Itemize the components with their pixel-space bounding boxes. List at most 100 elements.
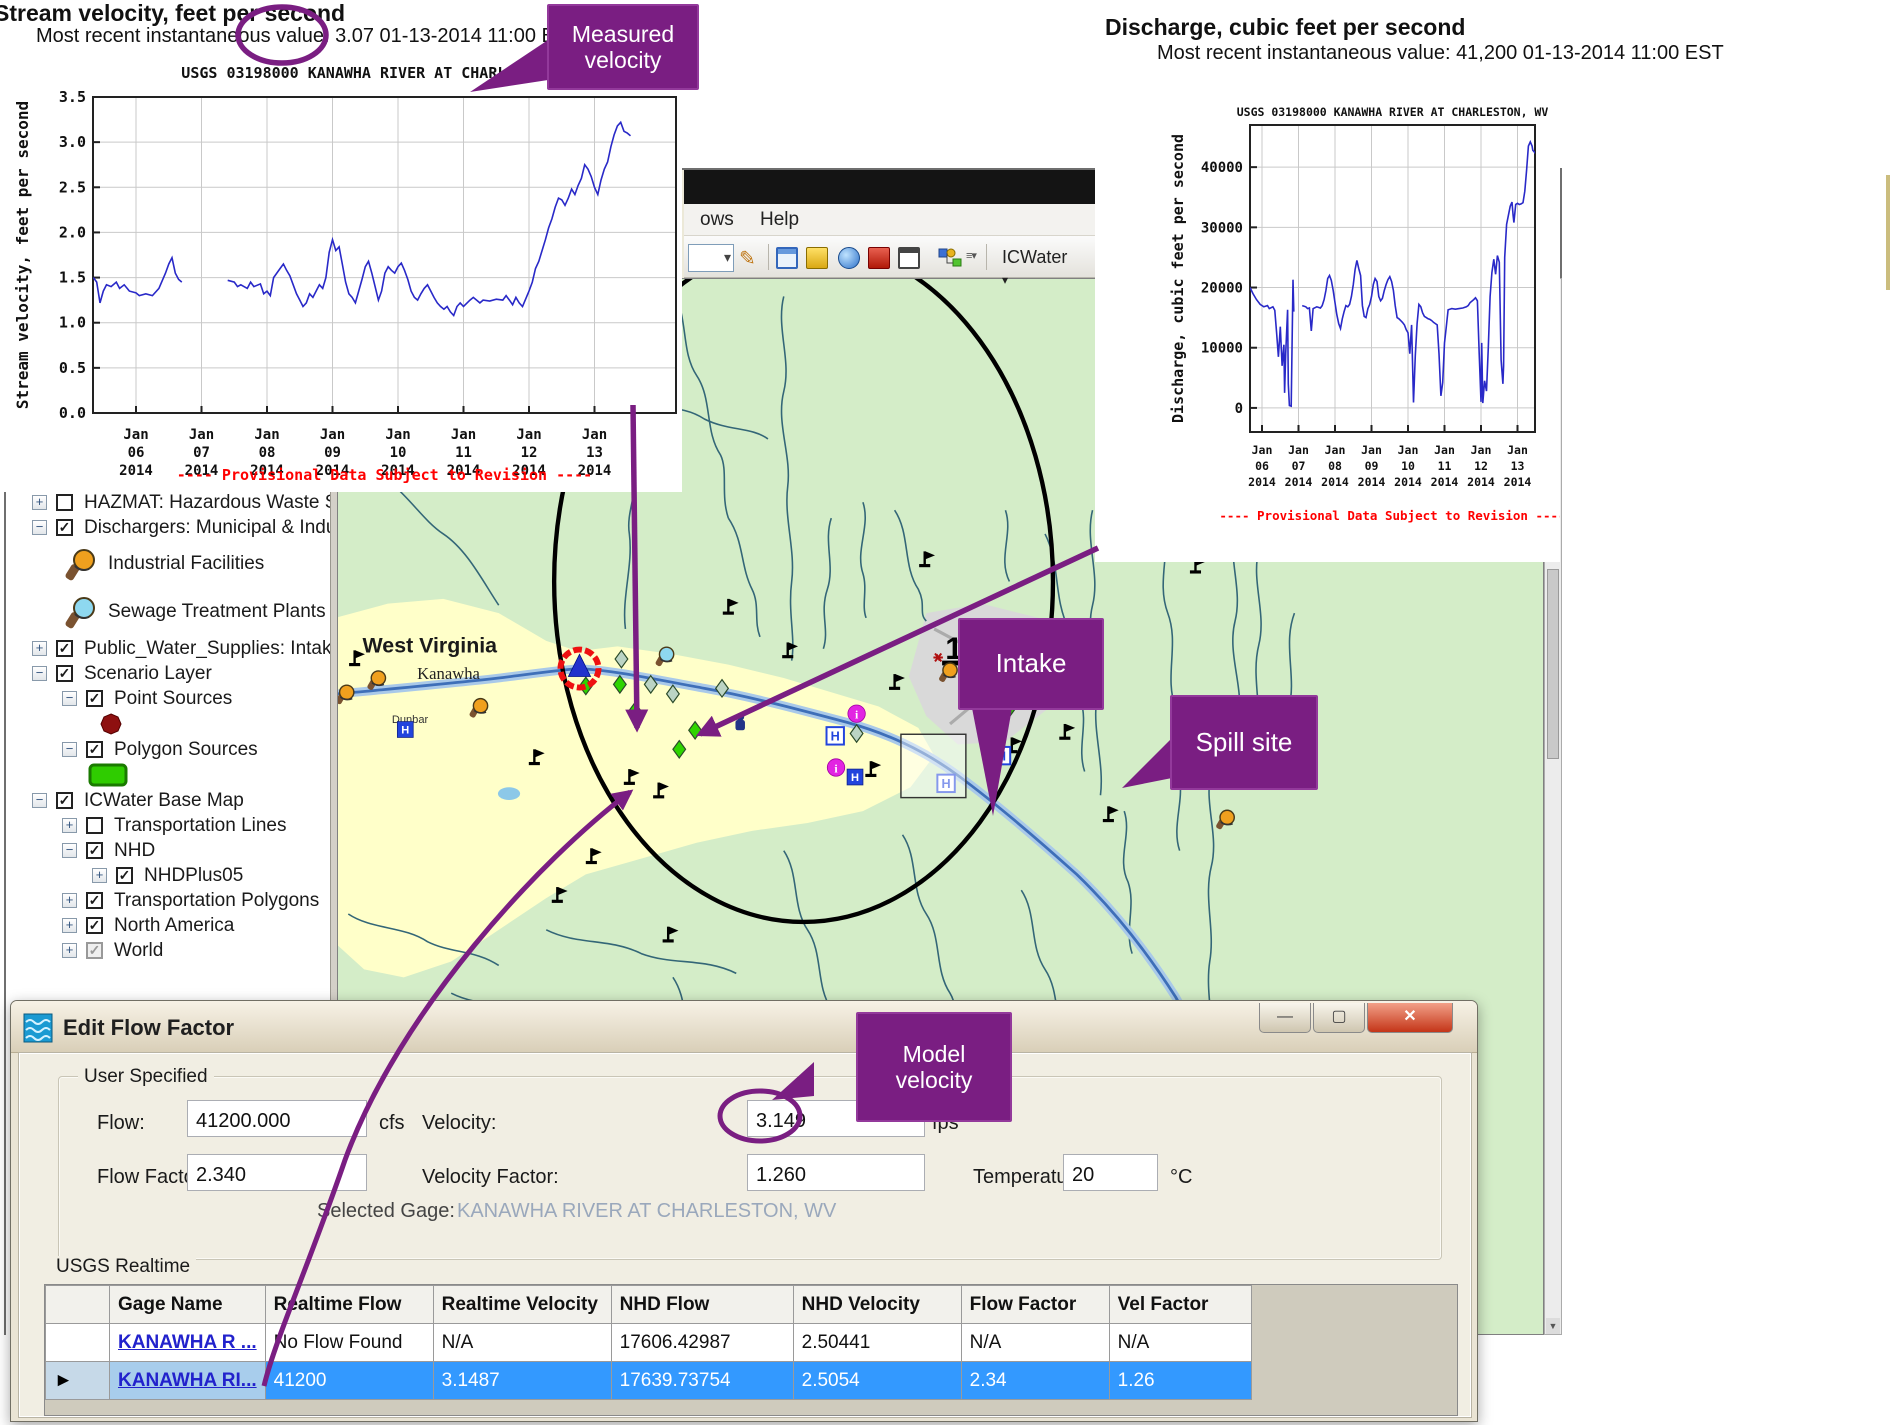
- expand-toggle-icon[interactable]: +: [62, 943, 77, 958]
- layer-item-nhd[interactable]: − ✓ NHD: [6, 838, 330, 863]
- expand-toggle-icon[interactable]: −: [32, 793, 47, 808]
- layer-checkbox[interactable]: ✓: [86, 942, 103, 959]
- map-window-titlebar[interactable]: [684, 170, 1105, 204]
- close-button[interactable]: ✕: [1367, 1003, 1453, 1033]
- layer-item-icwater-base-map[interactable]: − ✓ ICWater Base Map: [6, 788, 330, 813]
- row-selector[interactable]: [45, 1323, 110, 1362]
- col-header-realtime-flow[interactable]: Realtime Flow: [264, 1285, 434, 1324]
- col-header-gage-name[interactable]: Gage Name: [109, 1285, 266, 1324]
- dialog-titlebar[interactable]: Edit Flow Factor — ▢ ✕: [11, 1001, 1477, 1053]
- maximize-button[interactable]: ▢: [1313, 1003, 1365, 1033]
- table-row[interactable]: KANAWHA R ... No Flow Found N/A 17606.42987…: [45, 1323, 1252, 1362]
- toolbar-overflow-button[interactable]: ≡▾: [966, 250, 977, 262]
- icwater-menu-button[interactable]: ICWater ▾: [1002, 247, 1068, 287]
- industrial-facility-icon[interactable]: [1215, 809, 1235, 830]
- command-window-button[interactable]: [896, 245, 922, 271]
- intake-i-icon[interactable]: i: [847, 704, 866, 723]
- intake-i-icon[interactable]: i: [826, 758, 846, 777]
- hospital-icon[interactable]: H: [991, 745, 1012, 766]
- expand-toggle-icon[interactable]: +: [62, 893, 77, 908]
- expand-toggle-icon[interactable]: +: [32, 495, 47, 510]
- discharge-chart: USGS 03198000 KANAWHA RIVER AT CHARLESTO…: [1169, 105, 1560, 523]
- layer-checkbox[interactable]: ✓: [56, 665, 73, 682]
- col-header-nhd-velocity[interactable]: NHD Velocity: [792, 1285, 962, 1324]
- catalog-button[interactable]: [804, 245, 830, 271]
- industrial-facility-icon[interactable]: [469, 697, 489, 719]
- layer-item-world[interactable]: + ✓ World: [6, 938, 330, 963]
- hospital-icon[interactable]: H: [825, 726, 845, 746]
- layer-checkbox[interactable]: [86, 817, 103, 834]
- expand-toggle-icon[interactable]: −: [32, 666, 47, 681]
- layer-item-polygon-source-swatch[interactable]: [6, 762, 330, 788]
- layer-checkbox[interactable]: ✓: [56, 640, 73, 657]
- gage-site-marker[interactable]: [557, 646, 602, 691]
- layer-item-transportation-lines[interactable]: + Transportation Lines: [6, 813, 330, 838]
- sewage-plant-icon[interactable]: [655, 646, 675, 667]
- menu-item-help[interactable]: Help: [760, 209, 800, 230]
- expand-toggle-icon[interactable]: +: [62, 918, 77, 933]
- gage-link[interactable]: KANAWHA R ...: [118, 1331, 257, 1353]
- col-header-flow-factor[interactable]: Flow Factor: [960, 1285, 1110, 1324]
- x-tick-label: 07: [1292, 459, 1306, 473]
- row-selector[interactable]: ►: [45, 1361, 110, 1400]
- modelbuilder-button[interactable]: [937, 245, 963, 271]
- layer-checkbox[interactable]: ✓: [86, 917, 103, 934]
- editor-button[interactable]: [774, 245, 800, 271]
- col-header-vel-factor[interactable]: Vel Factor: [1108, 1285, 1252, 1324]
- expand-toggle-icon[interactable]: −: [62, 691, 77, 706]
- table-row[interactable]: ► KANAWHA RI... 41200 3.1487 17639.73754 2.50…: [45, 1361, 1252, 1400]
- temperature-input[interactable]: [1063, 1154, 1158, 1191]
- layer-item-sewage-treatment-plants[interactable]: Sewage Treatment Plants: [6, 588, 330, 636]
- layer-checkbox[interactable]: ✓: [56, 792, 73, 809]
- layer-checkbox[interactable]: ✓: [86, 741, 103, 758]
- layer-item-point-source-swatch[interactable]: [6, 711, 330, 737]
- gage-link[interactable]: KANAWHA RI...: [118, 1369, 257, 1391]
- layer-item-hazmat-hazardous-waste-sites[interactable]: + HAZMAT: Hazardous Waste Sites: [6, 490, 330, 515]
- layer-checkbox[interactable]: ✓: [86, 690, 103, 707]
- layer-item-nhdplus05[interactable]: + ✓ NHDPlus05: [6, 863, 330, 888]
- x-tick-label: 2014: [512, 463, 546, 479]
- col-header-realtime-velocity[interactable]: Realtime Velocity: [432, 1285, 612, 1324]
- layer-item-north-america[interactable]: + ✓ North America: [6, 913, 330, 938]
- layer-item-dischargers-municipal-indust[interactable]: −✓ Dischargers: Municipal & Industr: [6, 515, 330, 540]
- expand-toggle-icon[interactable]: −: [32, 520, 47, 535]
- col-header-nhd-flow[interactable]: NHD Flow: [610, 1285, 794, 1324]
- velocity-factor-input[interactable]: [747, 1154, 925, 1191]
- usgs-realtime-table[interactable]: Gage Name Realtime Flow Realtime Velocity N…: [45, 1285, 1252, 1400]
- sketch-tool-button[interactable]: ✎: [739, 248, 756, 270]
- flow-input[interactable]: [187, 1100, 367, 1137]
- expand-toggle-icon[interactable]: −: [62, 742, 77, 757]
- layer-item-transportation-polygons[interactable]: + ✓ Transportation Polygons: [6, 888, 330, 913]
- scale-combo[interactable]: ▾: [688, 244, 734, 272]
- expand-toggle-icon[interactable]: +: [62, 818, 77, 833]
- layer-checkbox[interactable]: ✓: [56, 519, 73, 536]
- flow-factor-input[interactable]: [187, 1154, 367, 1191]
- toolbox-button[interactable]: [866, 245, 892, 271]
- layer-item-scenario-layer[interactable]: − ✓ Scenario Layer: [6, 661, 330, 686]
- col-header-selector[interactable]: [45, 1285, 110, 1324]
- minimize-button[interactable]: —: [1259, 1003, 1311, 1033]
- layer-item-public-water-supplies-intake[interactable]: + ✓ Public_Water_Supplies: Intakes: [6, 636, 330, 661]
- industrial-facility-icon[interactable]: [335, 684, 355, 705]
- scrollbar-thumb[interactable]: [1547, 569, 1559, 759]
- expand-toggle-icon[interactable]: −: [62, 843, 77, 858]
- layer-checkbox[interactable]: ✓: [116, 867, 133, 884]
- layer-checkbox[interactable]: ✓: [86, 892, 103, 909]
- hospital-icon[interactable]: H: [396, 721, 414, 738]
- layer-checkbox[interactable]: [56, 494, 73, 511]
- menu-item-windows[interactable]: ows: [700, 209, 734, 230]
- layer-label: Dischargers: Municipal & Industr: [84, 516, 330, 538]
- layer-item-industrial-facilities[interactable]: Industrial Facilities: [6, 540, 330, 588]
- layer-item-point-sources[interactable]: − ✓ Point Sources: [6, 686, 330, 711]
- x-tick-label: 2014: [185, 463, 219, 479]
- expand-toggle-icon[interactable]: +: [92, 868, 107, 883]
- layer-item-polygon-sources[interactable]: − ✓ Polygon Sources: [6, 737, 330, 762]
- expand-toggle-icon[interactable]: +: [32, 641, 47, 656]
- hospital-icon[interactable]: H: [846, 768, 864, 786]
- scroll-down-icon[interactable]: ▼: [1546, 1318, 1560, 1334]
- edit-flow-factor-dialog: Edit Flow Factor — ▢ ✕ User Specified Fl…: [10, 1000, 1478, 1422]
- layer-checkbox[interactable]: ✓: [86, 842, 103, 859]
- hospital-icon[interactable]: H: [936, 773, 956, 794]
- industrial-facility-icon[interactable]: [367, 670, 387, 691]
- globe-tool-button[interactable]: [836, 245, 862, 271]
